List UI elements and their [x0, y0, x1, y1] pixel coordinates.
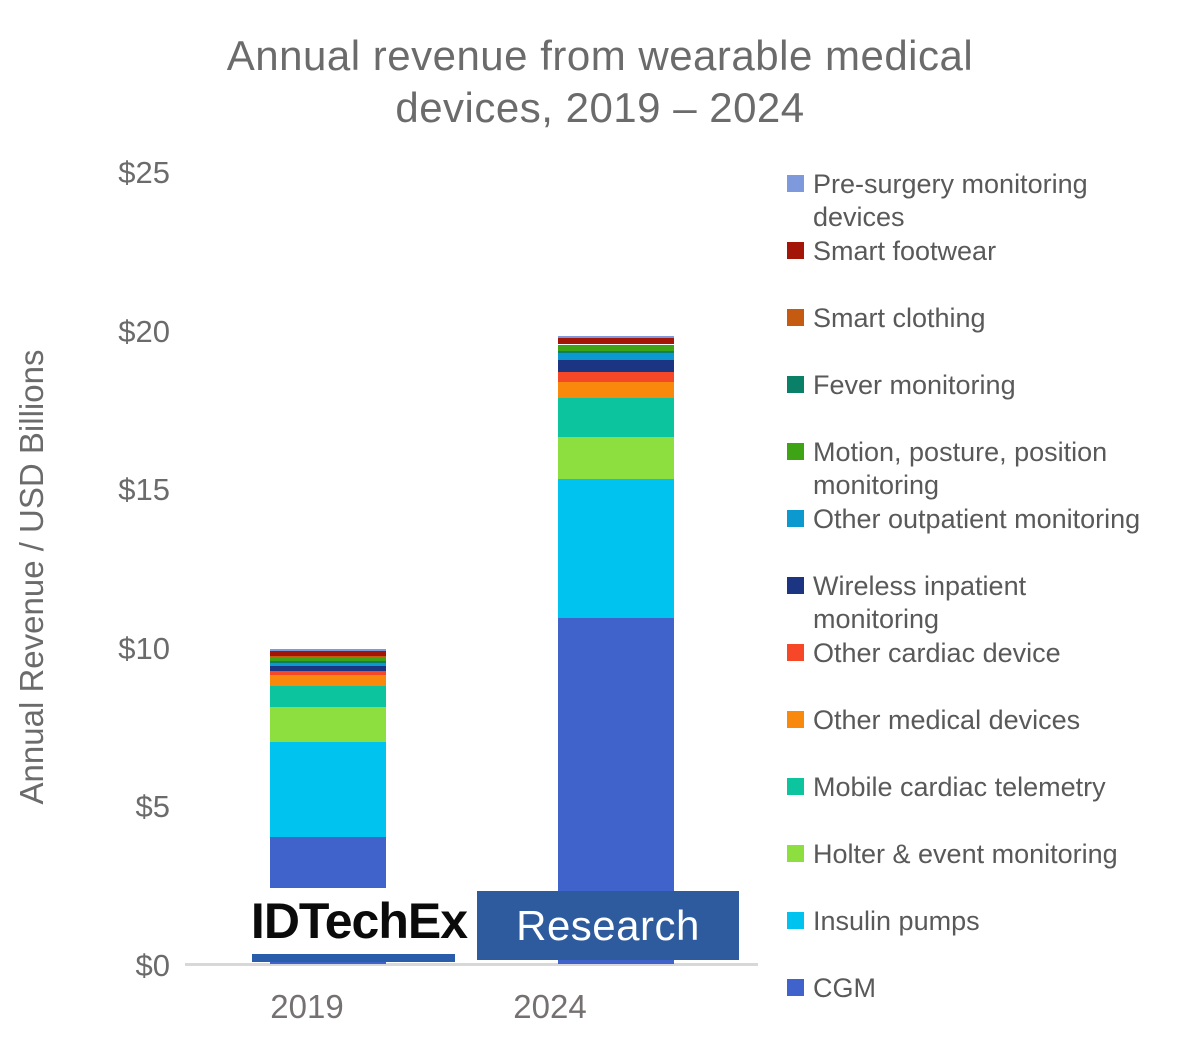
legend-label: Fever monitoring [813, 370, 1016, 400]
bar-segment-2019-insulin-pumps [270, 741, 386, 838]
legend-swatch [787, 711, 804, 728]
idtechex-logo: IDTechEx [247, 888, 471, 954]
legend-label: Other outpatient monitoring [813, 504, 1141, 534]
legend-label: Holter & event monitoring [813, 839, 1118, 869]
x-axis-baseline [185, 963, 758, 966]
research-badge-text: Research [516, 901, 700, 949]
y-tick-label-15: $15 [118, 472, 170, 508]
bar-segment-2019-motion-posture-position-monitoring [270, 657, 386, 662]
legend-item-cgm: CGM [787, 972, 1192, 1039]
legend-item-mobile-cardiac-telemetry: Mobile cardiac telemetry [787, 771, 1192, 838]
legend-swatch [787, 577, 804, 594]
legend-item-holter-event-monitoring: Holter & event monitoring [787, 838, 1192, 905]
legend-swatch [787, 376, 804, 393]
y-tick-label-25: $25 [118, 155, 170, 190]
bar-segment-2019-mobile-cardiac-telemetry [270, 686, 386, 708]
legend-swatch [787, 979, 804, 996]
bar-segment-2019-pre-surgery-monitoring-devices [270, 649, 386, 652]
legend-item-pre-surgery-monitoring-devices: Pre-surgery monitoring devices [787, 168, 1192, 235]
legend-swatch [787, 443, 804, 460]
legend-label: Motion, posture, position monitoring [813, 437, 1108, 500]
legend-swatch [787, 778, 804, 795]
idtechex-logo-text: IDTechEx [250, 893, 468, 949]
legend-label: Insulin pumps [813, 906, 980, 936]
legend-swatch [787, 242, 804, 259]
y-tick-label-20: $20 [118, 313, 170, 349]
legend-swatch [787, 510, 804, 527]
legend-label: Other medical devices [813, 705, 1081, 735]
legend-label: Pre-surgery monitoring devices [813, 169, 1088, 232]
research-badge: Research [477, 891, 739, 960]
bar-segment-2019-other-cardiac-device [270, 671, 386, 676]
bar-segment-2024-mobile-cardiac-telemetry [558, 397, 674, 438]
y-tick-label-5: $5 [135, 789, 170, 825]
legend-item-smart-footwear: Smart footwear [787, 235, 1192, 302]
legend: Pre-surgery monitoring devices Smart foot… [787, 168, 1192, 1039]
bar-segment-2019-other-medical-devices [270, 675, 386, 687]
idtechex-logo-underline [252, 954, 455, 962]
y-axis-title: Annual Revenue / USD Billions [13, 349, 50, 805]
bar-segment-2024-fever-monitoring [558, 350, 674, 354]
legend-swatch [787, 845, 804, 862]
legend-swatch [787, 175, 804, 192]
chart-title: Annual revenue from wearable medical dev… [226, 32, 974, 131]
bar-segment-2024-wireless-inpatient-monitoring [558, 359, 674, 373]
bar-segment-2024-pre-surgery-monitoring-devices [558, 335, 674, 339]
legend-label: Wireless inpatient monitoring [813, 571, 1027, 634]
legend-item-other-medical-devices: Other medical devices [787, 704, 1192, 771]
bar-segment-2024-holter-event-monitoring [558, 437, 674, 479]
bar-segment-2024-other-outpatient-monitoring [558, 353, 674, 360]
legend-label: CGM [813, 973, 876, 1003]
y-tick-label-10: $10 [118, 630, 170, 666]
legend-item-insulin-pumps: Insulin pumps [787, 905, 1192, 972]
y-tick-label-0: $0 [135, 948, 170, 983]
bar-segment-2024-other-medical-devices [558, 381, 674, 398]
legend-label: Mobile cardiac telemetry [813, 772, 1106, 802]
bar-segment-2019-other-outpatient-monitoring [270, 663, 386, 667]
bar-segment-2024-insulin-pumps [558, 478, 674, 619]
legend-item-other-outpatient-monitoring: Other outpatient monitoring [787, 503, 1192, 570]
bar-segment-2019-smart-clothing [270, 656, 386, 658]
legend-item-wireless-inpatient-monitoring: Wireless inpatient monitoring [787, 570, 1192, 637]
legend-label: Smart footwear [813, 236, 997, 266]
bar-segment-2024-smart-footwear [558, 338, 674, 345]
legend-swatch [787, 309, 804, 326]
legend-label: Other cardiac device [813, 638, 1061, 668]
bar-segment-2024-other-cardiac-device [558, 372, 674, 382]
bar-segment-2024-motion-posture-position-monitoring [558, 346, 674, 351]
legend-item-motion-posture-position-monitoring: Motion, posture, position monitoring [787, 436, 1192, 503]
legend-swatch [787, 644, 804, 661]
legend-swatch [787, 912, 804, 929]
bar-segment-2019-fever-monitoring [270, 661, 386, 664]
bar-segment-2024-smart-clothing [558, 344, 674, 347]
legend-item-smart-clothing: Smart clothing [787, 302, 1192, 369]
legend-item-fever-monitoring: Fever monitoring [787, 369, 1192, 436]
bar-segment-2019-holter-event-monitoring [270, 707, 386, 742]
legend-item-other-cardiac-device: Other cardiac device [787, 637, 1192, 704]
x-tick-label-2024: 2024 [513, 988, 587, 1025]
bar-segment-2019-smart-footwear [270, 651, 386, 657]
legend-label: Smart clothing [813, 303, 986, 333]
x-tick-label-2019: 2019 [270, 988, 344, 1025]
bar-segment-2019-wireless-inpatient-monitoring [270, 666, 386, 672]
